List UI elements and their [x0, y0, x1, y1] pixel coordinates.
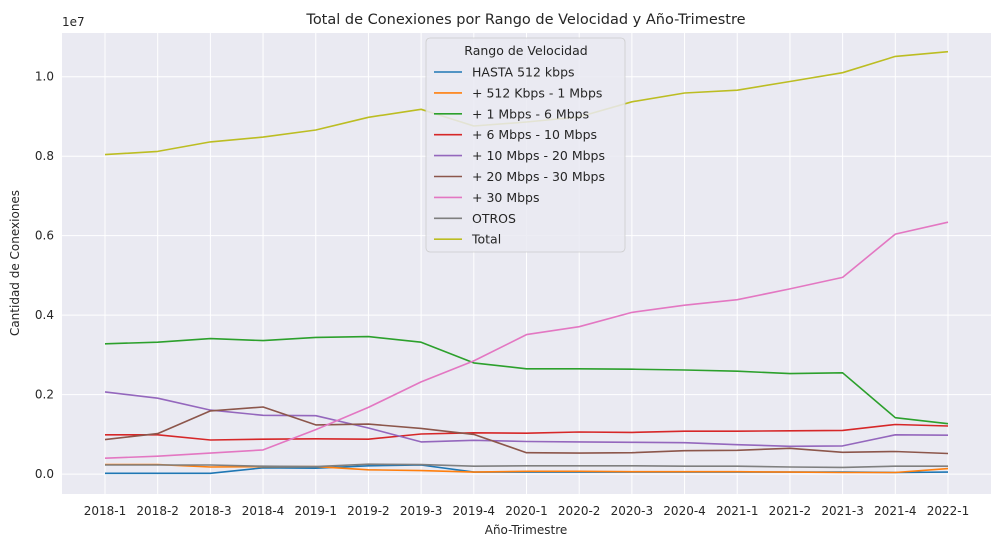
- legend: Rango de Velocidad HASTA 512 kbps + 512 K…: [425, 37, 626, 253]
- series-line: [104, 221, 949, 459]
- x-tick-label: 2018-3: [189, 504, 232, 518]
- x-tick-label: 2021-2: [769, 504, 812, 518]
- x-tick-label: 2019-3: [400, 504, 443, 518]
- legend-label: + 10 Mbps - 20 Mbps: [472, 148, 605, 163]
- x-tick-label: 2021-4: [874, 504, 917, 518]
- series-line: [105, 463, 949, 474]
- chart-title: Total de Conexiones por Rango de Velocid…: [305, 12, 745, 28]
- legend-label: HASTA 512 kbps: [472, 65, 575, 80]
- legend-box: [425, 37, 626, 253]
- x-tick-label: 2018-2: [136, 504, 179, 518]
- legend-label: + 1 Mbps - 6 Mbps: [472, 106, 589, 121]
- x-tick-label: 2022-1: [927, 504, 970, 518]
- series-line: [104, 391, 949, 448]
- legend-title: Rango de Velocidad: [464, 43, 587, 58]
- x-tick-label: 2019-2: [347, 504, 390, 518]
- series-lines: [104, 50, 949, 475]
- series-line: [105, 463, 948, 469]
- series-line: [105, 423, 949, 441]
- legend-label: + 6 Mbps - 10 Mbps: [472, 127, 597, 142]
- x-tick-label: 2018-1: [84, 504, 127, 518]
- x-axis-label: Año-Trimestre: [485, 523, 568, 537]
- legend-label: Total: [471, 232, 501, 247]
- x-tick-label: 2021-3: [821, 504, 864, 518]
- x-tick-label: 2019-4: [453, 504, 496, 518]
- legend-label: + 20 Mbps - 30 Mbps: [472, 169, 605, 184]
- legend-label: OTROS: [472, 211, 516, 226]
- y-tick-label: 1.0: [35, 70, 54, 84]
- x-tick-label: 2020-2: [558, 504, 601, 518]
- series-line: [104, 335, 949, 425]
- legend-label: + 512 Kbps - 1 Mbps: [472, 85, 602, 100]
- y-tick-label: 0.8: [35, 149, 54, 163]
- x-tick-label: 2018-4: [242, 504, 285, 518]
- x-tick-label: 2021-1: [716, 504, 759, 518]
- x-tick-label: 2020-1: [505, 504, 548, 518]
- y-tick-label: 0.6: [35, 229, 54, 243]
- y-tick-label: 0.0: [35, 467, 54, 481]
- x-tick-labels: 2018-1 2018-2 2018-3 2018-4 2019-1 2019-2 2019…: [84, 504, 970, 518]
- y-tick-labels: 0.0 0.2 0.4 0.6 0.8 1.0: [35, 70, 54, 481]
- y-axis-label: Cantidad de Conexiones: [8, 190, 22, 336]
- x-tick-label: 2020-3: [611, 504, 654, 518]
- y-tick-label: 0.2: [35, 388, 54, 402]
- series-line: [104, 406, 949, 455]
- x-tick-label: 2019-1: [294, 504, 337, 518]
- legend-items: HASTA 512 kbps + 512 Kbps - 1 Mbps + 1 Mbp…: [434, 65, 605, 247]
- legend-label: + 30 Mbps: [472, 190, 540, 205]
- x-tick-label: 2020-4: [663, 504, 706, 518]
- y-offset-label: 1e7: [62, 15, 85, 29]
- y-tick-label: 0.4: [35, 308, 54, 322]
